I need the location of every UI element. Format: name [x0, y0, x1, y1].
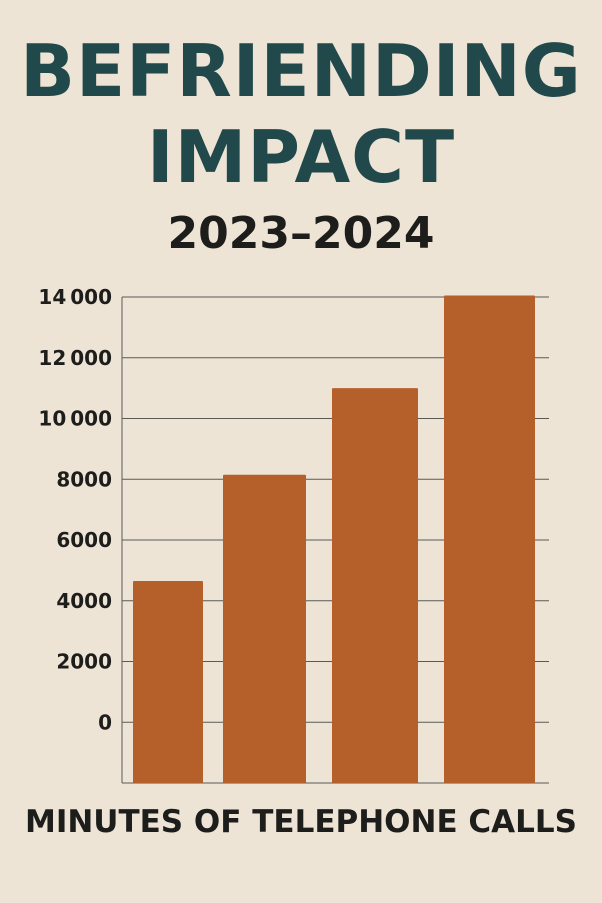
bar-2: [223, 474, 306, 783]
title-line-2: IMPACT: [146, 115, 456, 199]
title-line-1: BEFRIENDING: [20, 29, 582, 113]
bars: [133, 295, 535, 783]
y-tick-label: 14 000: [38, 285, 112, 309]
bar-1: [133, 581, 203, 783]
y-tick-label: 4000: [56, 589, 112, 613]
y-tick-label: 0: [98, 710, 112, 734]
x-axis-label: MINUTES OF TELEPHONE CALLS: [24, 804, 578, 840]
subtitle-years: 2023–2024: [167, 208, 435, 259]
y-tick-label: 8000: [56, 467, 112, 491]
y-tick-label: 2000: [56, 650, 112, 674]
y-tick-label: 10 000: [38, 407, 112, 431]
y-tick-label: 12 000: [38, 346, 112, 370]
bar-4: [444, 295, 535, 783]
y-tick-label: 6000: [56, 528, 112, 552]
bar-3: [332, 388, 418, 783]
y-tick-labels: 0 2000 4000 6000 8000 10 000 12 000 14 000: [38, 285, 112, 734]
bar-chart: 0 2000 4000 6000 8000 10 000 12 000 14 000: [38, 285, 549, 784]
